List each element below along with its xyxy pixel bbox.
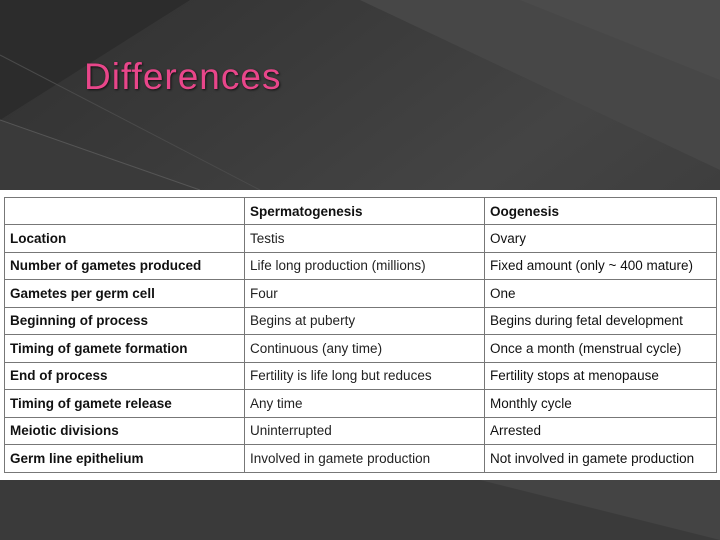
spermatogenesis-cell: Begins at puberty bbox=[244, 306, 485, 335]
oogenesis-cell: Fertility stops at menopause bbox=[484, 361, 717, 390]
oogenesis-cell: Ovary bbox=[484, 224, 717, 253]
oogenesis-cell: Once a month (menstrual cycle) bbox=[484, 334, 717, 363]
row-label: End of process bbox=[4, 361, 245, 390]
row-label: Number of gametes produced bbox=[4, 251, 245, 280]
table-row: Timing of gamete release Any time Monthl… bbox=[4, 389, 717, 418]
oogenesis-cell: Monthly cycle bbox=[484, 389, 717, 418]
oogenesis-cell: Begins during fetal development bbox=[484, 306, 717, 335]
table-row: Beginning of process Begins at puberty B… bbox=[4, 306, 717, 335]
row-label: Beginning of process bbox=[4, 306, 245, 335]
spermatogenesis-cell: Any time bbox=[244, 389, 485, 418]
table-header-row: Spermatogenesis Oogenesis bbox=[4, 197, 717, 225]
oogenesis-cell: One bbox=[484, 279, 717, 308]
comparison-table: Spermatogenesis Oogenesis Location Testi… bbox=[4, 197, 717, 473]
spermatogenesis-cell: Uninterrupted bbox=[244, 416, 485, 445]
oogenesis-cell: Arrested bbox=[484, 416, 717, 445]
header-cell-oogenesis: Oogenesis bbox=[484, 197, 717, 225]
row-label: Timing of gamete formation bbox=[4, 334, 245, 363]
row-label: Meiotic divisions bbox=[4, 416, 245, 445]
spermatogenesis-cell: Life long production (millions) bbox=[244, 251, 485, 280]
row-label: Timing of gamete release bbox=[4, 389, 245, 418]
spermatogenesis-cell: Fertility is life long but reduces bbox=[244, 361, 485, 390]
comparison-table-container: Spermatogenesis Oogenesis Location Testi… bbox=[0, 190, 720, 480]
table-row: Gametes per germ cell Four One bbox=[4, 279, 717, 308]
slide-title: Differences bbox=[84, 56, 282, 97]
spermatogenesis-cell: Four bbox=[244, 279, 485, 308]
spermatogenesis-cell: Continuous (any time) bbox=[244, 334, 485, 363]
table-row: Germ line epithelium Involved in gamete … bbox=[4, 444, 717, 473]
header-cell-blank bbox=[4, 197, 245, 225]
table-row: Timing of gamete formation Continuous (a… bbox=[4, 334, 717, 363]
table-row: End of process Fertility is life long bu… bbox=[4, 361, 717, 390]
table-row: Location Testis Ovary bbox=[4, 224, 717, 253]
spermatogenesis-cell: Testis bbox=[244, 224, 485, 253]
oogenesis-cell: Fixed amount (only ~ 400 mature) bbox=[484, 251, 717, 280]
row-label: Gametes per germ cell bbox=[4, 279, 245, 308]
table-row: Meiotic divisions Uninterrupted Arrested bbox=[4, 416, 717, 445]
header-cell-spermatogenesis: Spermatogenesis bbox=[244, 197, 485, 225]
row-label: Germ line epithelium bbox=[4, 444, 245, 473]
row-label: Location bbox=[4, 224, 245, 253]
spermatogenesis-cell: Involved in gamete production bbox=[244, 444, 485, 473]
table-row: Number of gametes produced Life long pro… bbox=[4, 251, 717, 280]
oogenesis-cell: Not involved in gamete production bbox=[484, 444, 717, 473]
